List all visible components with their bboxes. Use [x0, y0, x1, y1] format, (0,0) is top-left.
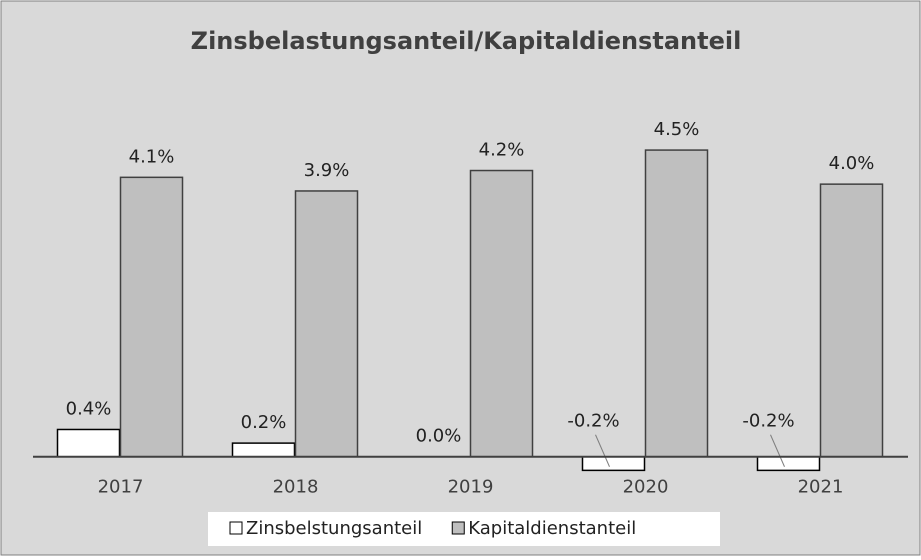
leader-line [770, 434, 785, 467]
leader-line [595, 434, 610, 467]
data-label: 3.9% [304, 160, 350, 181]
bar [294, 190, 359, 458]
x-tick-label: 2021 [798, 477, 844, 498]
data-label: 4.0% [829, 153, 875, 174]
legend-label: Zinsbelstungsanteil [246, 518, 422, 539]
bar [644, 149, 709, 458]
x-tick-label: 2017 [98, 477, 144, 498]
legend-swatch [451, 521, 465, 535]
data-label: -0.2% [567, 411, 619, 432]
data-label: 0.2% [241, 412, 287, 433]
data-label: 0.4% [66, 398, 112, 419]
x-tick-label: 2020 [623, 477, 669, 498]
bar [119, 176, 184, 458]
chart-title: Zinsbelastungsanteil/Kapitaldienstanteil [191, 27, 742, 55]
x-tick-label: 2019 [448, 477, 494, 498]
data-label: 4.1% [129, 146, 175, 167]
data-label: 0.0% [416, 426, 462, 447]
bar [56, 428, 121, 458]
x-tick-label: 2018 [273, 477, 319, 498]
bar [231, 442, 296, 458]
legend-swatch [229, 521, 243, 535]
bar [469, 169, 534, 458]
bar [756, 455, 821, 472]
data-label: 4.5% [654, 119, 700, 140]
legend-label: Kapitaldienstanteil [468, 518, 636, 539]
bar [581, 455, 646, 472]
data-label: 4.2% [479, 140, 525, 161]
data-label: -0.2% [742, 411, 794, 432]
bar [819, 183, 884, 458]
